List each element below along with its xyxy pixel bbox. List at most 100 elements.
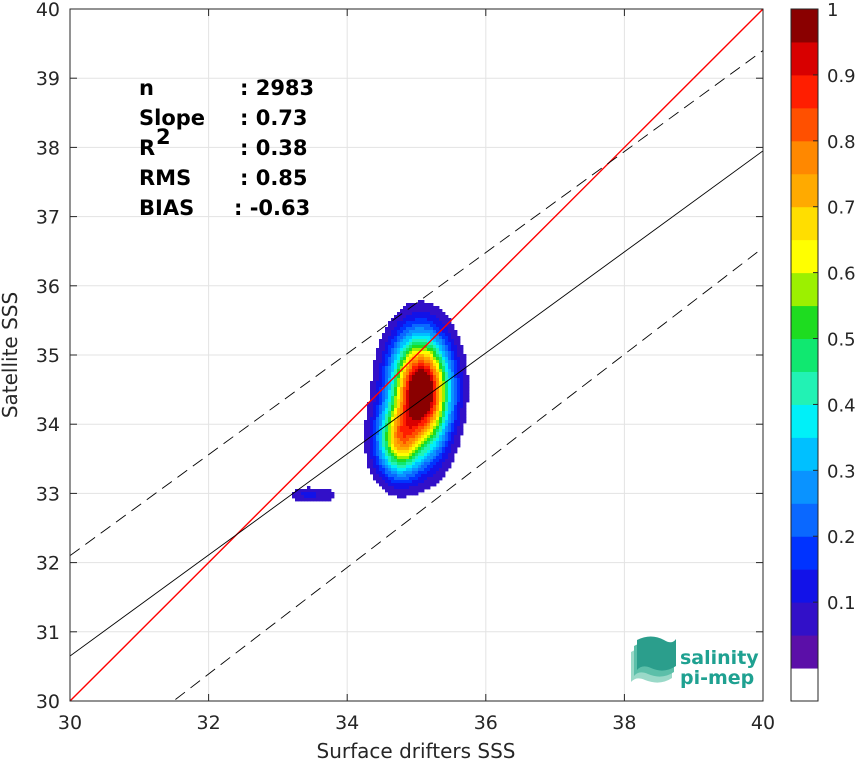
contour-cell: [421, 375, 425, 379]
contour-cell: [430, 405, 434, 409]
contour-cell: [448, 390, 452, 394]
contour-cell: [379, 399, 383, 403]
contour-cell: [397, 462, 401, 466]
contour-cell: [457, 408, 461, 412]
contour-cell: [433, 423, 437, 427]
contour-cell: [418, 411, 422, 415]
contour-cell: [442, 441, 446, 445]
contour-cell: [424, 432, 428, 436]
contour-cell: [424, 459, 428, 463]
contour-cell: [442, 387, 446, 391]
contour-cell: [391, 324, 395, 328]
contour-cell: [403, 492, 407, 496]
contour-cell: [367, 408, 371, 412]
contour-cell: [385, 372, 389, 376]
contour-cell: [451, 372, 455, 376]
contour-cell: [433, 402, 437, 406]
x-tick-label: 32: [197, 712, 221, 734]
contour-cell: [421, 390, 425, 394]
contour-cell: [412, 363, 416, 367]
contour-cell: [406, 339, 410, 343]
contour-cell: [460, 396, 464, 400]
contour-cell: [448, 429, 452, 433]
contour-cell: [376, 420, 380, 424]
contour-cell: [403, 432, 407, 436]
contour-cell: [400, 318, 404, 322]
contour-cell: [430, 330, 434, 334]
contour-cell: [442, 408, 446, 412]
contour-cell: [436, 429, 440, 433]
contour-cell: [379, 363, 383, 367]
contour-cell: [454, 444, 458, 448]
contour-cell: [385, 351, 389, 355]
contour-cell: [403, 444, 407, 448]
contour-cell: [433, 318, 437, 322]
contour-cell: [427, 354, 431, 358]
x-axis-label: Surface drifters SSS: [317, 739, 516, 763]
contour-cell: [295, 498, 299, 502]
contour-cell: [394, 354, 398, 358]
contour-cell: [394, 420, 398, 424]
contour-cell: [400, 489, 404, 493]
contour-cell: [382, 456, 386, 460]
contour-cell: [439, 474, 443, 478]
contour-cell: [445, 414, 449, 418]
contour-cell: [403, 411, 407, 415]
contour-cell: [394, 330, 398, 334]
colorbar-tick-label: 0.6: [827, 264, 856, 285]
contour-cell: [418, 300, 422, 304]
contour-cell: [379, 477, 383, 481]
contour-cell: [463, 384, 467, 388]
contour-cell: [460, 408, 464, 412]
contour-cell: [424, 309, 428, 313]
contour-cell: [400, 390, 404, 394]
contour-cell: [424, 402, 428, 406]
contour-cell: [418, 441, 422, 445]
contour-cell: [445, 429, 449, 433]
contour-cell: [433, 444, 437, 448]
contour-cell: [316, 489, 320, 493]
contour-cell: [388, 417, 392, 421]
contour-cell: [418, 489, 422, 493]
contour-cell: [457, 414, 461, 418]
contour-cell: [460, 411, 464, 415]
contour-cell: [433, 375, 437, 379]
contour-cell: [412, 381, 416, 385]
contour-cell: [394, 342, 398, 346]
contour-cell: [394, 345, 398, 349]
contour-cell: [388, 378, 392, 382]
contour-cell: [391, 438, 395, 442]
contour-cell: [391, 372, 395, 376]
contour-cell: [463, 375, 467, 379]
contour-cell: [427, 453, 431, 457]
contour-cell: [301, 489, 305, 493]
contour-cell: [394, 387, 398, 391]
contour-cell: [400, 339, 404, 343]
contour-cell: [439, 366, 443, 370]
contour-cell: [379, 423, 383, 427]
contour-cell: [418, 336, 422, 340]
contour-cell: [451, 363, 455, 367]
contour-cell: [457, 336, 461, 340]
contour-cell: [451, 414, 455, 418]
contour-cell: [421, 435, 425, 439]
contour-cell: [385, 354, 389, 358]
contour-cell: [457, 390, 461, 394]
contour-cell: [412, 492, 416, 496]
contour-cell: [412, 405, 416, 409]
y-tick-label: 30: [36, 691, 60, 713]
contour-cell: [397, 489, 401, 493]
contour-cell: [388, 348, 392, 352]
contour-cell: [433, 384, 437, 388]
contour-cell: [397, 441, 401, 445]
contour-cell: [424, 429, 428, 433]
contour-cell: [463, 357, 467, 361]
contour-cell: [391, 420, 395, 424]
contour-cell: [427, 348, 431, 352]
contour-cell: [445, 396, 449, 400]
contour-cell: [412, 453, 416, 457]
contour-cell: [394, 366, 398, 370]
colorbar-tick-label: 0.1: [827, 593, 856, 614]
contour-cell: [436, 384, 440, 388]
contour-cell: [391, 384, 395, 388]
